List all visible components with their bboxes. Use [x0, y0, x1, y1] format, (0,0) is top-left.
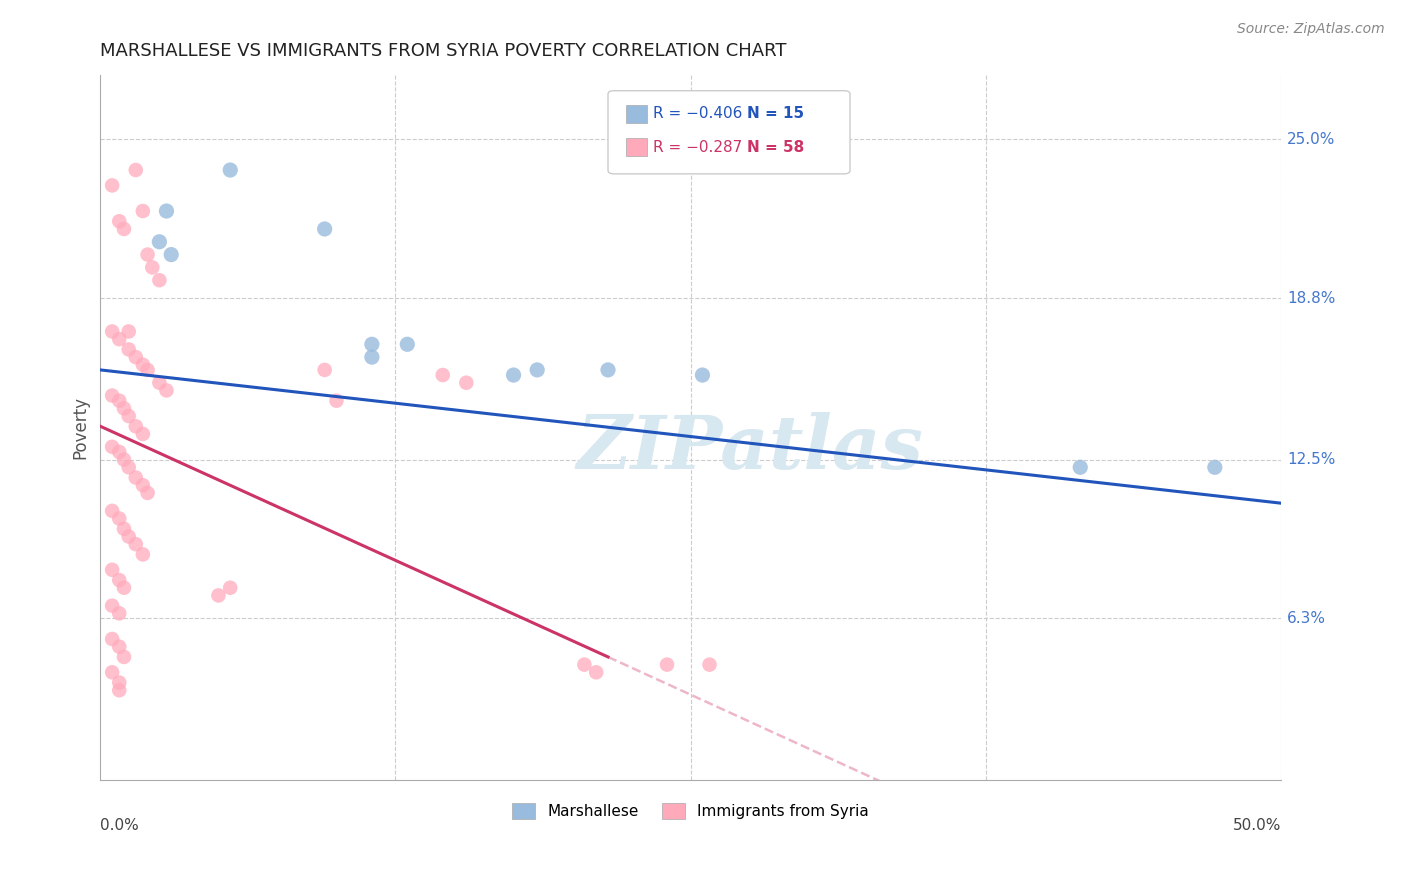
- Text: ZIPatlas: ZIPatlas: [576, 412, 924, 485]
- Point: [396, 337, 419, 351]
- Point: [112, 452, 135, 467]
- Point: [314, 222, 336, 236]
- Point: [219, 163, 242, 178]
- Point: [118, 529, 141, 543]
- Point: [692, 368, 714, 382]
- Point: [108, 640, 131, 654]
- Point: [108, 683, 131, 698]
- Point: [136, 247, 159, 261]
- Point: [101, 388, 124, 402]
- Point: [101, 440, 124, 454]
- Point: [112, 581, 135, 595]
- Point: [596, 363, 619, 377]
- Point: [360, 350, 382, 364]
- Point: [118, 409, 141, 423]
- Point: [148, 273, 170, 287]
- Text: R = −0.406: R = −0.406: [652, 106, 742, 121]
- Text: 18.8%: 18.8%: [1286, 291, 1336, 306]
- Point: [101, 632, 124, 646]
- Point: [219, 581, 242, 595]
- Point: [108, 511, 131, 525]
- Point: [155, 204, 177, 219]
- Point: [108, 332, 131, 346]
- Point: [141, 260, 163, 275]
- Point: [207, 589, 229, 603]
- Point: [1204, 460, 1226, 475]
- Point: [360, 337, 382, 351]
- Y-axis label: Poverty: Poverty: [72, 396, 89, 459]
- Point: [132, 478, 155, 492]
- Point: [526, 363, 548, 377]
- Text: 6.3%: 6.3%: [1286, 611, 1326, 626]
- Point: [655, 657, 678, 672]
- FancyBboxPatch shape: [607, 91, 851, 174]
- Legend: Marshallese, Immigrants from Syria: Marshallese, Immigrants from Syria: [506, 797, 875, 825]
- Point: [108, 214, 131, 228]
- Point: [125, 537, 148, 551]
- Point: [108, 445, 131, 459]
- Point: [1069, 460, 1091, 475]
- Point: [302, 0, 325, 5]
- Point: [136, 363, 159, 377]
- Point: [118, 460, 141, 475]
- Point: [112, 401, 135, 416]
- Point: [112, 222, 135, 236]
- Point: [101, 563, 124, 577]
- Text: 25.0%: 25.0%: [1286, 132, 1336, 147]
- Point: [112, 522, 135, 536]
- Point: [125, 163, 148, 178]
- Point: [432, 368, 454, 382]
- Point: [101, 325, 124, 339]
- Point: [148, 376, 170, 390]
- Point: [108, 573, 131, 587]
- Point: [125, 470, 148, 484]
- Point: [118, 343, 141, 357]
- Point: [155, 384, 177, 398]
- Point: [699, 657, 721, 672]
- Point: [325, 393, 347, 408]
- Text: MARSHALLESE VS IMMIGRANTS FROM SYRIA POVERTY CORRELATION CHART: MARSHALLESE VS IMMIGRANTS FROM SYRIA POV…: [100, 42, 787, 60]
- FancyBboxPatch shape: [626, 104, 647, 123]
- Point: [502, 368, 524, 382]
- Text: 0.0%: 0.0%: [100, 818, 139, 833]
- Point: [125, 350, 148, 364]
- Point: [160, 247, 183, 261]
- Point: [132, 548, 155, 562]
- Point: [132, 427, 155, 442]
- Point: [101, 178, 124, 193]
- Point: [132, 358, 155, 372]
- Point: [125, 419, 148, 434]
- Point: [456, 376, 478, 390]
- Point: [585, 665, 607, 680]
- Point: [108, 393, 131, 408]
- Point: [118, 325, 141, 339]
- Point: [132, 204, 155, 219]
- Text: R = −0.287: R = −0.287: [652, 139, 742, 154]
- Point: [112, 649, 135, 664]
- Text: N = 58: N = 58: [748, 139, 804, 154]
- Point: [574, 657, 596, 672]
- Point: [108, 607, 131, 621]
- Text: 12.5%: 12.5%: [1286, 452, 1336, 467]
- Point: [136, 486, 159, 500]
- FancyBboxPatch shape: [626, 138, 647, 156]
- Point: [101, 504, 124, 518]
- Point: [148, 235, 170, 249]
- Point: [314, 363, 336, 377]
- Point: [101, 599, 124, 613]
- Text: 50.0%: 50.0%: [1233, 818, 1281, 833]
- Point: [108, 675, 131, 690]
- Point: [101, 665, 124, 680]
- Text: N = 15: N = 15: [748, 106, 804, 121]
- Text: Source: ZipAtlas.com: Source: ZipAtlas.com: [1237, 22, 1385, 37]
